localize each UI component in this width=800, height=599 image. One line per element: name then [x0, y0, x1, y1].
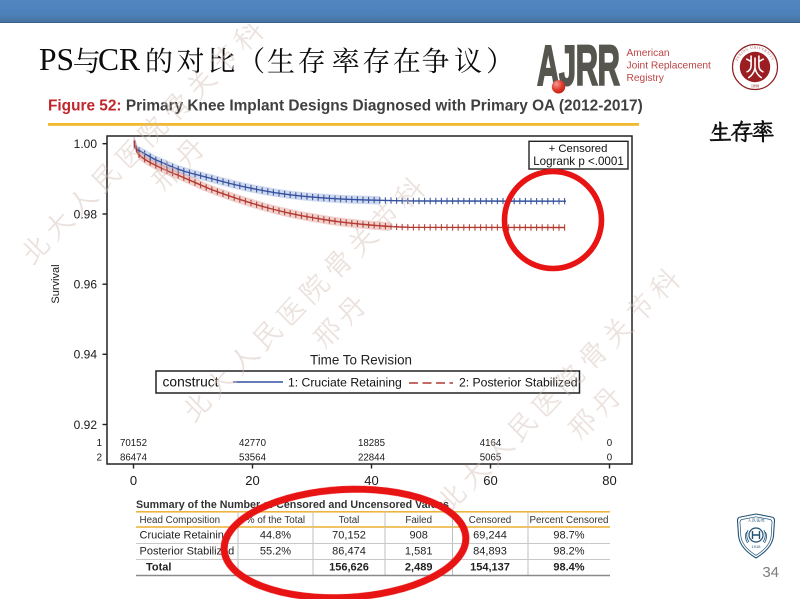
svg-text:Joint Replacement: Joint Replacement	[627, 61, 712, 72]
svg-text:80: 80	[602, 473, 616, 488]
svg-text:Total: Total	[339, 515, 360, 526]
svg-text:Logrank p <.0001: Logrank p <.0001	[533, 155, 624, 168]
svg-text:86474: 86474	[120, 452, 148, 463]
svg-text:156,626: 156,626	[329, 561, 369, 573]
svg-text:18285: 18285	[358, 438, 385, 449]
svg-text:CR: CR	[98, 42, 140, 77]
svg-text:Failed: Failed	[405, 515, 432, 526]
svg-text:34: 34	[762, 564, 779, 581]
svg-text:Survival: Survival	[50, 264, 62, 303]
svg-text:908: 908	[410, 529, 428, 541]
svg-text:Head Composition: Head Composition	[140, 515, 221, 526]
svg-text:86,474: 86,474	[332, 545, 366, 557]
svg-text:0: 0	[130, 473, 137, 488]
svg-text:1: Cruciate Retaining: 1: Cruciate Retaining	[288, 376, 402, 390]
svg-text:2,489: 2,489	[405, 561, 433, 573]
svg-text:154,137: 154,137	[470, 561, 510, 573]
svg-text:construct: construct	[163, 375, 219, 390]
svg-text:40: 40	[364, 473, 378, 488]
svg-text:Censored: Censored	[469, 515, 511, 526]
svg-text:98.4%: 98.4%	[553, 561, 584, 573]
svg-text:1898: 1898	[751, 84, 759, 89]
svg-text:2: Posterior Stabilized: 2: Posterior Stabilized	[459, 376, 578, 390]
svg-text:22844: 22844	[358, 452, 386, 463]
svg-text:American: American	[627, 48, 670, 59]
svg-text:0: 0	[607, 452, 613, 463]
svg-text:0.98: 0.98	[74, 207, 98, 221]
svg-text:Posterior Stabilized: Posterior Stabilized	[140, 545, 235, 557]
svg-text:Figure 52: Primary Knee Implan: Figure 52: Primary Knee Implant Designs …	[48, 98, 643, 115]
svg-text:Cruciate Retaining: Cruciate Retaining	[140, 529, 231, 541]
svg-text:0.94: 0.94	[74, 348, 98, 362]
svg-text:98.7%: 98.7%	[553, 529, 584, 541]
svg-text:60: 60	[483, 473, 497, 488]
svg-text:4164: 4164	[480, 438, 502, 449]
svg-text:98.2%: 98.2%	[553, 545, 584, 557]
svg-text:44.8%: 44.8%	[260, 529, 291, 541]
svg-text:0.92: 0.92	[74, 418, 98, 432]
svg-text:5065: 5065	[480, 452, 502, 463]
svg-text:1: 1	[96, 438, 102, 449]
svg-text:0.96: 0.96	[74, 278, 98, 292]
svg-text:Time To Revision: Time To Revision	[310, 353, 412, 368]
svg-text:Registry: Registry	[627, 73, 665, 84]
svg-text:1,581: 1,581	[405, 545, 433, 557]
svg-text:0: 0	[607, 438, 613, 449]
svg-text:70,152: 70,152	[332, 529, 366, 541]
svg-text:AJRR: AJRR	[537, 33, 620, 98]
svg-text:PS: PS	[39, 42, 74, 77]
svg-text:1918: 1918	[752, 544, 762, 549]
svg-text:84,893: 84,893	[473, 545, 507, 557]
svg-text:+ Censored: + Censored	[549, 143, 608, 155]
svg-text:55.2%: 55.2%	[260, 545, 291, 557]
svg-text:2: 2	[96, 452, 102, 463]
svg-text:Percent Censored: Percent Censored	[530, 515, 609, 526]
svg-text:1.00: 1.00	[74, 137, 98, 151]
svg-text:42770: 42770	[239, 438, 267, 449]
svg-text:53564: 53564	[239, 452, 267, 463]
svg-text:70152: 70152	[120, 438, 147, 449]
svg-text:% of the Total: % of the Total	[246, 515, 305, 526]
svg-text:Total: Total	[146, 561, 171, 573]
svg-text:20: 20	[245, 473, 259, 488]
svg-text:Summary of the Number of Censo: Summary of the Number of Censored and Un…	[136, 499, 449, 511]
svg-text:69,244: 69,244	[473, 529, 507, 541]
